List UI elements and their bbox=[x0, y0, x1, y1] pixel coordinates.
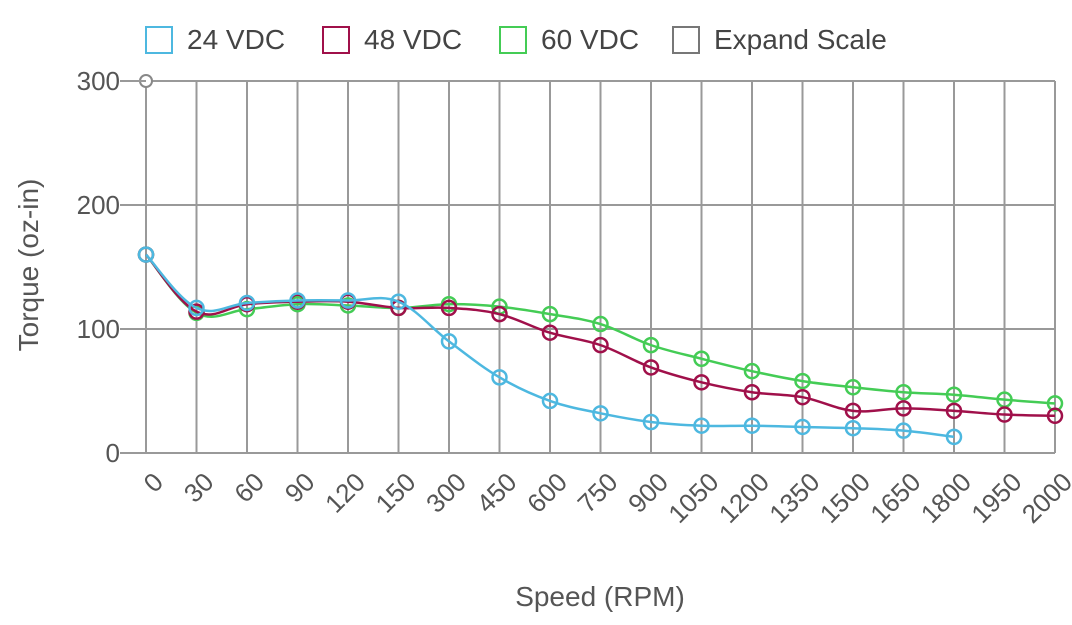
data-point-24-vdc[interactable] bbox=[895, 422, 912, 439]
data-point-24-vdc[interactable] bbox=[945, 428, 963, 446]
y-tick-label: 0 bbox=[106, 438, 120, 468]
data-point-24-vdc[interactable] bbox=[592, 405, 609, 422]
series-line-24-vdc bbox=[145, 253, 955, 439]
chart-legend: 24 VDC 48 VDC 60 VDC Expand Scale bbox=[0, 0, 1072, 80]
legend-swatch-60vdc bbox=[499, 26, 527, 54]
data-point-48-vdc[interactable] bbox=[794, 388, 811, 406]
legend-item-60vdc[interactable]: 60 VDC bbox=[499, 22, 639, 58]
x-tick-label: 60 bbox=[228, 467, 270, 509]
data-point-48-vdc[interactable] bbox=[592, 336, 609, 354]
data-point-48-vdc[interactable] bbox=[844, 402, 862, 420]
legend-swatch-24vdc bbox=[145, 26, 173, 54]
data-point-48-vdc[interactable] bbox=[1046, 407, 1064, 425]
legend-label-24vdc: 24 VDC bbox=[187, 24, 286, 55]
data-point-24-vdc[interactable] bbox=[440, 333, 458, 350]
legend-item-expand-scale[interactable]: Expand Scale bbox=[672, 22, 887, 58]
x-tick-label: 2000 bbox=[1016, 467, 1072, 529]
x-axis-title: Speed (RPM) bbox=[515, 581, 685, 612]
data-point-60-vdc[interactable] bbox=[743, 362, 761, 380]
data-point-60-vdc[interactable] bbox=[895, 383, 912, 401]
x-tick-label: 750 bbox=[572, 467, 624, 519]
chart-grid bbox=[139, 74, 1056, 454]
data-point-48-vdc[interactable] bbox=[541, 324, 559, 341]
x-tick-label: 450 bbox=[471, 467, 523, 519]
data-point-48-vdc[interactable] bbox=[743, 383, 761, 401]
data-point-48-vdc[interactable] bbox=[945, 402, 963, 420]
legend-label-48vdc: 48 VDC bbox=[364, 24, 463, 55]
x-tick-label: 1350 bbox=[763, 467, 825, 529]
data-point-60-vdc[interactable] bbox=[642, 336, 660, 354]
x-tick-label: 90 bbox=[279, 467, 321, 509]
data-point-60-vdc[interactable] bbox=[693, 350, 710, 368]
series-line-60-vdc bbox=[145, 253, 1056, 405]
x-tick-label: 1650 bbox=[864, 467, 926, 529]
legend-label-60vdc: 60 VDC bbox=[541, 24, 640, 55]
data-point-60-vdc[interactable] bbox=[794, 372, 811, 390]
data-point-60-vdc[interactable] bbox=[592, 315, 609, 333]
data-point-48-vdc[interactable] bbox=[642, 359, 660, 376]
x-tick-label: 600 bbox=[521, 467, 573, 519]
data-point-60-vdc[interactable] bbox=[1046, 395, 1064, 412]
data-point-24-vdc[interactable] bbox=[390, 293, 407, 310]
data-point-60-vdc[interactable] bbox=[945, 386, 963, 403]
data-point-60-vdc[interactable] bbox=[844, 379, 862, 396]
x-axis-ticks: 0 30 60 90120150300450600750900105012001350… bbox=[138, 467, 1072, 529]
data-point-24-vdc[interactable] bbox=[339, 292, 357, 309]
legend-item-24vdc[interactable]: 24 VDC bbox=[145, 22, 285, 58]
x-tick-label: 0 bbox=[138, 467, 169, 498]
x-tick-label: 1950 bbox=[965, 467, 1027, 529]
data-point-24-vdc[interactable] bbox=[137, 246, 155, 263]
legend-label-expand-scale: Expand Scale bbox=[714, 24, 887, 55]
data-point-48-vdc[interactable] bbox=[996, 406, 1013, 423]
data-point-48-vdc[interactable] bbox=[895, 400, 912, 417]
x-tick-label: 1200 bbox=[713, 467, 775, 529]
data-point-24-vdc[interactable] bbox=[642, 413, 660, 431]
chart-series bbox=[137, 246, 1064, 446]
data-point-24-vdc[interactable] bbox=[794, 418, 811, 436]
y-axis-title: Torque (oz-in) bbox=[13, 179, 44, 352]
x-tick-label: 150 bbox=[370, 467, 422, 519]
x-tick-label: 300 bbox=[420, 467, 472, 519]
x-tick-label: 1050 bbox=[662, 467, 724, 529]
x-tick-label: 30 bbox=[178, 467, 220, 509]
y-tick-label: 300 bbox=[77, 66, 120, 96]
y-tick-label: 100 bbox=[77, 314, 120, 344]
data-point-24-vdc[interactable] bbox=[844, 419, 862, 437]
data-point-48-vdc[interactable] bbox=[440, 299, 458, 317]
legend-item-48vdc[interactable]: 48 VDC bbox=[322, 22, 462, 58]
x-tick-label: 1800 bbox=[915, 467, 977, 529]
data-point-48-vdc[interactable] bbox=[491, 305, 508, 323]
y-tick-label: 200 bbox=[77, 190, 120, 220]
data-point-24-vdc[interactable] bbox=[693, 417, 710, 434]
data-point-24-vdc[interactable] bbox=[188, 299, 205, 317]
data-point-24-vdc[interactable] bbox=[743, 417, 761, 434]
data-point-24-vdc[interactable] bbox=[541, 392, 559, 410]
y-axis-ticks: 0 100 200 300 bbox=[77, 66, 146, 468]
data-point-48-vdc[interactable] bbox=[693, 374, 710, 391]
x-tick-label: 120 bbox=[319, 467, 371, 519]
data-point-60-vdc[interactable] bbox=[541, 305, 559, 323]
legend-swatch-48vdc bbox=[322, 26, 350, 54]
data-point-24-vdc[interactable] bbox=[491, 369, 508, 386]
x-tick-label: 1500 bbox=[814, 467, 876, 529]
data-point-24-vdc[interactable] bbox=[289, 292, 306, 309]
data-point-24-vdc[interactable] bbox=[238, 294, 256, 312]
legend-swatch-expand-scale bbox=[672, 26, 700, 54]
